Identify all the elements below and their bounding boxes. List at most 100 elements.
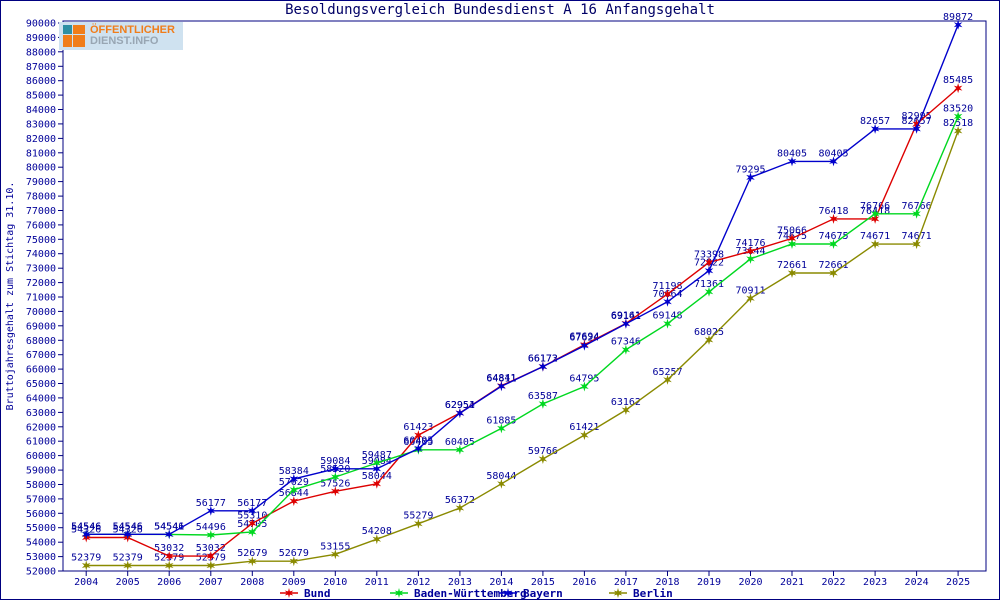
svg-text:Bayern: Bayern [523, 587, 563, 600]
svg-text:64795: 64795 [569, 374, 599, 385]
svg-text:2022: 2022 [821, 577, 845, 588]
svg-text:63162: 63162 [611, 397, 641, 408]
svg-text:73398: 73398 [694, 249, 724, 260]
svg-text:76766: 76766 [860, 201, 890, 212]
svg-text:55000: 55000 [26, 523, 56, 534]
svg-text:74000: 74000 [26, 249, 56, 260]
svg-text:58044: 58044 [486, 471, 516, 482]
svg-text:74675: 74675 [818, 231, 848, 242]
series-baden-w-rttemberg [81, 111, 963, 540]
svg-text:67694: 67694 [569, 332, 599, 343]
svg-text:68025: 68025 [694, 327, 724, 338]
svg-text:54546: 54546 [154, 521, 184, 532]
svg-text:69141: 69141 [611, 311, 641, 322]
svg-text:74671: 74671 [860, 231, 890, 242]
svg-text:67346: 67346 [611, 337, 641, 348]
svg-text:61000: 61000 [26, 437, 56, 448]
svg-text:81000: 81000 [26, 148, 56, 159]
svg-text:Bund: Bund [304, 587, 331, 600]
svg-text:76766: 76766 [902, 201, 932, 212]
svg-text:53032: 53032 [196, 543, 226, 554]
svg-text:2018: 2018 [655, 577, 679, 588]
svg-text:83520: 83520 [943, 103, 973, 114]
svg-text:56177: 56177 [237, 498, 267, 509]
site-logo[interactable]: ÖFFENTLICHER DIENST.INFO [59, 22, 183, 50]
svg-text:69148: 69148 [652, 311, 682, 322]
svg-text:80405: 80405 [777, 148, 807, 159]
svg-text:2017: 2017 [614, 577, 638, 588]
svg-text:60495: 60495 [403, 436, 433, 447]
svg-text:78000: 78000 [26, 192, 56, 203]
svg-text:52679: 52679 [279, 548, 309, 559]
svg-text:54546: 54546 [71, 521, 101, 532]
svg-text:62954: 62954 [445, 400, 475, 411]
svg-text:74671: 74671 [902, 231, 932, 242]
svg-text:75066: 75066 [777, 225, 807, 236]
svg-text:54546: 54546 [71, 521, 101, 532]
plot-frame [62, 20, 987, 572]
legend-item-bayern: Bayern [499, 587, 563, 600]
svg-text:52000: 52000 [26, 567, 56, 578]
svg-text:54541: 54541 [154, 521, 184, 532]
svg-text:77000: 77000 [26, 206, 56, 217]
svg-text:2009: 2009 [282, 577, 306, 588]
svg-text:2008: 2008 [240, 577, 264, 588]
svg-text:2021: 2021 [780, 577, 804, 588]
y-axis: 52000 53000 54000 55000 56000 57000 58000 59000… [26, 19, 63, 578]
svg-text:65257: 65257 [652, 367, 682, 378]
legend-item-berlin: Berlin [609, 587, 673, 599]
svg-text:2014: 2014 [489, 577, 513, 588]
x-axis: 2004 2005 2006 2007 2008 2009 2010 2011 2012 2013… [74, 571, 970, 588]
svg-text:54000: 54000 [26, 538, 56, 549]
svg-text:84000: 84000 [26, 105, 56, 116]
svg-text:71361: 71361 [694, 279, 724, 290]
svg-text:62000: 62000 [26, 422, 56, 433]
svg-text:57000: 57000 [26, 494, 56, 505]
svg-text:80405: 80405 [818, 148, 848, 159]
svg-text:57526: 57526 [320, 478, 350, 489]
svg-text:67624: 67624 [569, 333, 599, 344]
svg-text:58044: 58044 [362, 471, 392, 482]
svg-text:90000: 90000 [26, 19, 56, 30]
svg-text:Baden-Württemberg: Baden-Württemberg [414, 587, 527, 600]
svg-text:2011: 2011 [365, 577, 389, 588]
svg-text:61423: 61423 [403, 422, 433, 433]
svg-text:82518: 82518 [943, 118, 973, 129]
svg-text:2019: 2019 [697, 577, 721, 588]
svg-text:64811: 64811 [486, 373, 516, 384]
svg-text:52379: 52379 [71, 553, 101, 564]
svg-text:66172: 66172 [528, 354, 558, 365]
svg-text:2013: 2013 [448, 577, 472, 588]
svg-text:71000: 71000 [26, 293, 56, 304]
svg-text:72661: 72661 [818, 260, 848, 271]
svg-text:62951: 62951 [445, 400, 475, 411]
svg-text:86000: 86000 [26, 76, 56, 87]
svg-text:2006: 2006 [157, 577, 181, 588]
svg-text:54546: 54546 [113, 521, 143, 532]
svg-text:89872: 89872 [943, 12, 973, 23]
legend-item-bund: Bund [280, 587, 331, 600]
svg-text:61885: 61885 [486, 415, 516, 426]
svg-text:55279: 55279 [403, 511, 433, 522]
svg-text:60000: 60000 [26, 451, 56, 462]
svg-text:88000: 88000 [26, 47, 56, 58]
svg-text:74176: 74176 [735, 238, 765, 249]
svg-text:56177: 56177 [196, 498, 226, 509]
svg-text:52379: 52379 [113, 553, 143, 564]
svg-text:67000: 67000 [26, 350, 56, 361]
svg-text:65000: 65000 [26, 379, 56, 390]
svg-text:68000: 68000 [26, 336, 56, 347]
svg-text:76418: 76418 [818, 206, 848, 217]
svg-text:58384: 58384 [279, 466, 309, 477]
svg-text:2016: 2016 [572, 577, 596, 588]
svg-text:69000: 69000 [26, 321, 56, 332]
svg-text:61421: 61421 [569, 422, 599, 433]
svg-text:2004: 2004 [74, 577, 98, 588]
svg-text:59000: 59000 [26, 466, 56, 477]
svg-text:2010: 2010 [323, 577, 347, 588]
svg-text:79295: 79295 [735, 164, 765, 175]
svg-text:66173: 66173 [528, 354, 558, 365]
svg-text:56372: 56372 [445, 495, 475, 506]
svg-text:70000: 70000 [26, 307, 56, 318]
